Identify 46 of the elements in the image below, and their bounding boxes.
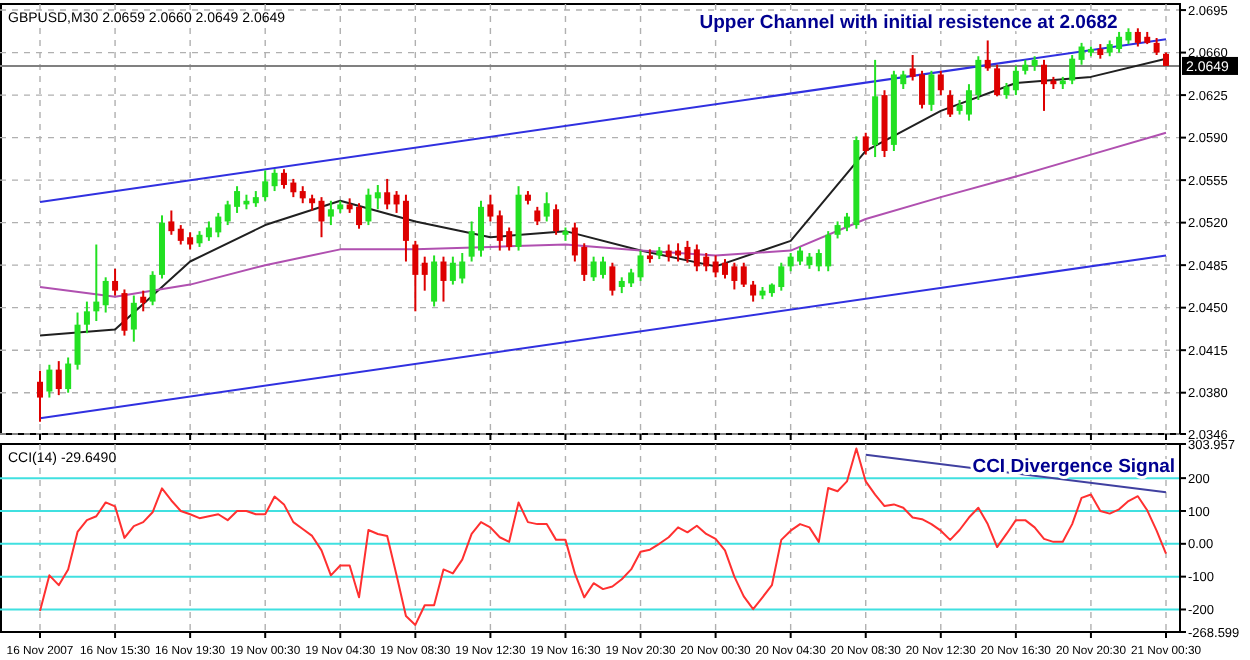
candlestick bbox=[637, 249, 644, 282]
candlestick bbox=[271, 168, 278, 193]
candlestick bbox=[384, 177, 391, 211]
candlestick bbox=[412, 239, 419, 313]
candlestick bbox=[937, 69, 944, 97]
candlestick bbox=[365, 187, 372, 227]
candlestick bbox=[374, 183, 381, 211]
candlestick bbox=[168, 209, 175, 236]
line-series bbox=[39, 131, 1167, 298]
candlestick bbox=[740, 261, 747, 289]
candlestick bbox=[609, 261, 616, 297]
candlestick bbox=[74, 311, 81, 371]
candlestick bbox=[947, 89, 954, 118]
candlestick bbox=[402, 193, 409, 263]
candlestick bbox=[750, 279, 757, 303]
candlestick bbox=[318, 196, 325, 239]
candlestick bbox=[440, 255, 447, 303]
candlestick bbox=[46, 363, 53, 399]
annotation: Upper Channel with initial resistence at 2.0682 bbox=[699, 12, 1118, 34]
candlestick bbox=[534, 205, 541, 227]
candlestick bbox=[327, 199, 334, 227]
candlestick bbox=[65, 356, 72, 394]
candlestick bbox=[553, 203, 560, 236]
candlestick bbox=[112, 267, 119, 297]
candlestick bbox=[1069, 54, 1076, 86]
candlestick bbox=[431, 254, 438, 308]
candlestick bbox=[83, 300, 90, 335]
candlestick bbox=[121, 288, 128, 337]
candlestick bbox=[262, 169, 269, 202]
candlestick bbox=[55, 360, 62, 397]
candlestick bbox=[543, 191, 550, 223]
candlestick bbox=[102, 276, 109, 314]
candlestick bbox=[487, 193, 494, 223]
candlestick bbox=[994, 63, 1001, 98]
candlestick bbox=[140, 289, 147, 313]
candlestick bbox=[862, 131, 869, 156]
candlestick bbox=[149, 270, 156, 307]
candlestick bbox=[1012, 64, 1019, 97]
candlestick bbox=[984, 39, 991, 72]
line-series bbox=[39, 57, 1167, 337]
candlestick bbox=[37, 369, 43, 423]
candlestick bbox=[130, 294, 137, 343]
candlestick bbox=[421, 255, 428, 292]
candlestick bbox=[93, 243, 100, 323]
candlestick bbox=[928, 69, 935, 112]
candlestick bbox=[1041, 58, 1048, 112]
